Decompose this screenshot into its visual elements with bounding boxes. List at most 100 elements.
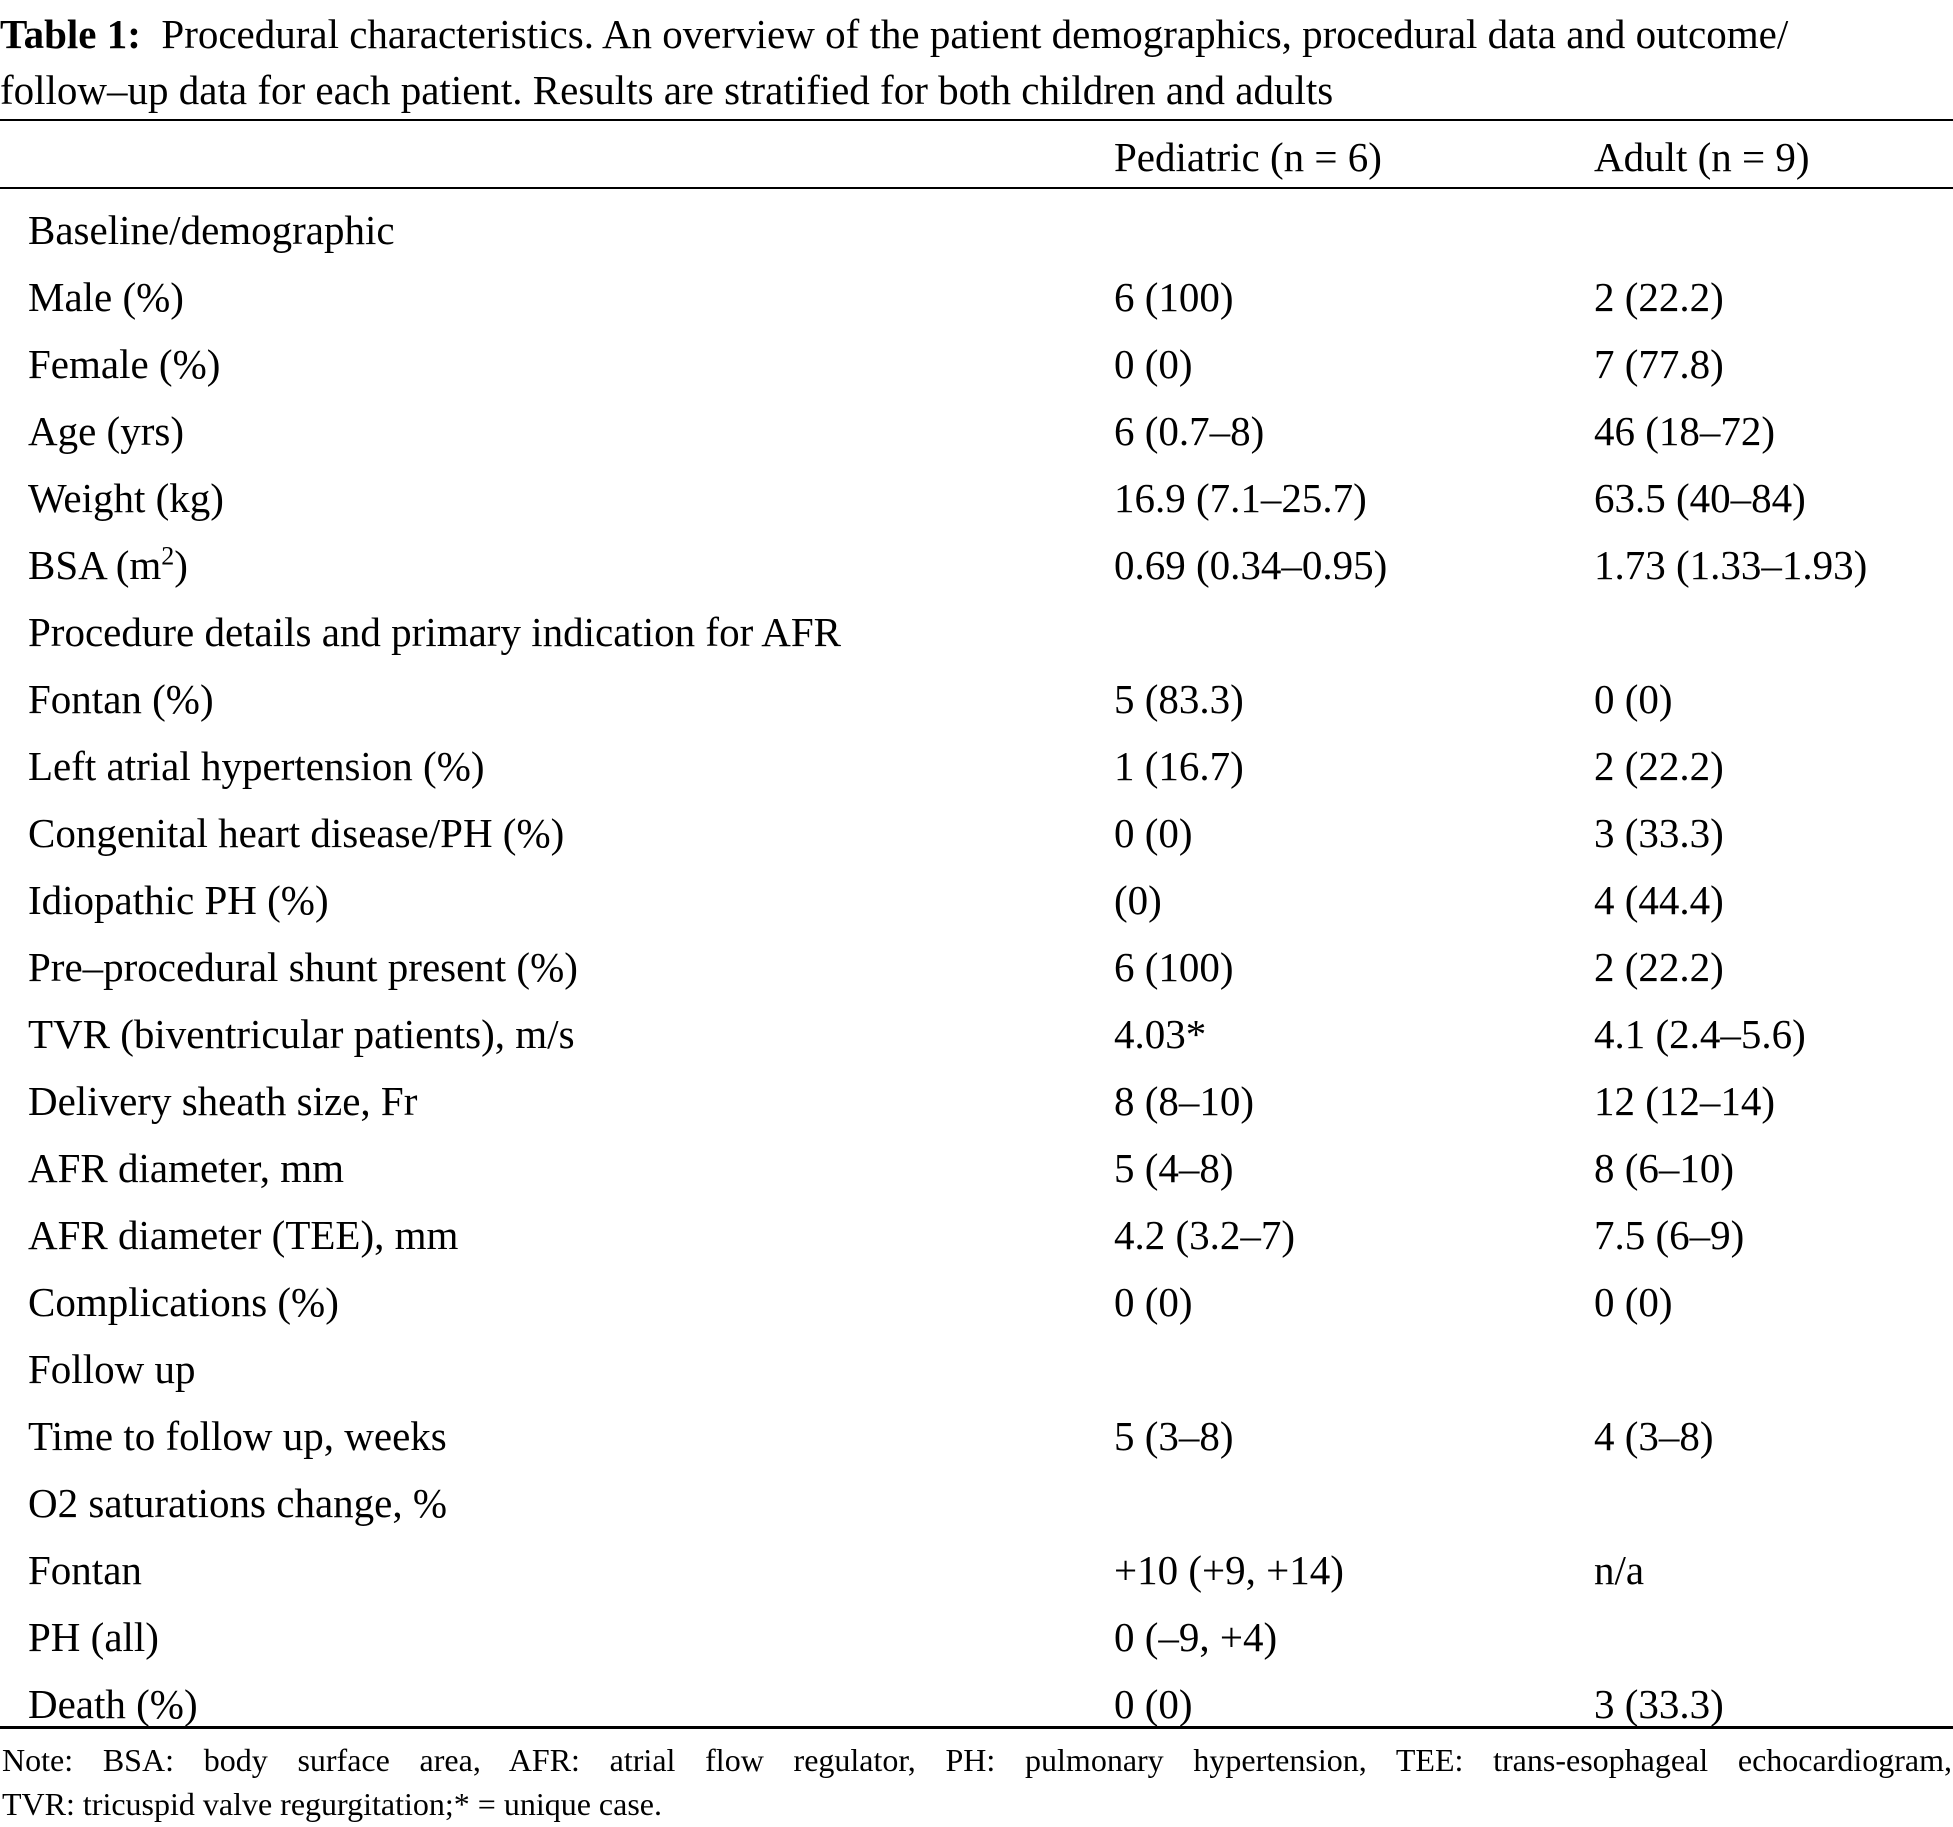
table-row: Fontan (%) 5 (83.3) 0 (0) — [0, 666, 1953, 733]
row-label-text: Complications (%) — [28, 1279, 339, 1325]
caption-line-2: follow–up data for each patient. Results… — [0, 67, 1334, 113]
row-label: AFR diameter, mm — [28, 1135, 344, 1202]
caption-spacer — [141, 11, 162, 57]
row-label: Female (%) — [28, 331, 220, 398]
table-row: O2 saturations change, % — [0, 1470, 1953, 1537]
row-label-text: Left atrial hypertension (%) — [28, 743, 485, 789]
table-note: Note: BSA: body surface area, AFR: atria… — [2, 1738, 1952, 1826]
cell-pediatric: 0 (0) — [1114, 810, 1193, 856]
table-row: TVR (biventricular patients), m/s 4.03* 4.… — [0, 1001, 1953, 1068]
table-row: Baseline/demographic — [0, 197, 1953, 264]
cell-adult: 0 (0) — [1594, 1279, 1673, 1325]
row-label-text: Fontan (%) — [28, 676, 214, 722]
row-label-text: O2 saturations change, % — [28, 1480, 447, 1526]
row-label-text: Congenital heart disease/PH (%) — [28, 810, 565, 856]
cell-adult: 7.5 (6–9) — [1594, 1212, 1745, 1258]
column-header-pediatric: Pediatric (n = 6) — [1114, 134, 1382, 180]
cell-pediatric: +10 (+9, +14) — [1114, 1547, 1344, 1593]
row-label: Fontan (%) — [28, 666, 214, 733]
table-caption: Table 1: Procedural characteristics. An … — [0, 6, 1953, 118]
row-label-text: Age (yrs) — [28, 408, 184, 454]
column-header-adult: Adult (n = 9) — [1594, 134, 1810, 180]
row-label-superscript: 2 — [161, 541, 175, 571]
table-row: Idiopathic PH (%) (0) 4 (44.4) — [0, 867, 1953, 934]
cell-adult: 7 (77.8) — [1594, 341, 1724, 387]
table-row: Age (yrs) 6 (0.7–8) 46 (18–72) — [0, 398, 1953, 465]
row-label: BSA (m2) — [28, 532, 188, 599]
row-label-text: TVR (biventricular patients), m/s — [28, 1011, 575, 1057]
row-label: Delivery sheath size, Fr — [28, 1068, 417, 1135]
row-label: TVR (biventricular patients), m/s — [28, 1001, 575, 1068]
cell-pediatric: 5 (3–8) — [1114, 1413, 1234, 1459]
row-label-text: Fontan — [28, 1547, 142, 1593]
table-row: Follow up — [0, 1336, 1953, 1403]
row-label-text: AFR diameter (TEE), mm — [28, 1212, 459, 1258]
table-row: PH (all) 0 (–9, +4) — [0, 1604, 1953, 1671]
row-label-text: AFR diameter, mm — [28, 1145, 345, 1191]
cell-adult: 4 (44.4) — [1594, 877, 1724, 923]
row-label-text: Follow up — [28, 1346, 196, 1392]
row-label: Procedure details and primary indication… — [28, 599, 841, 666]
cell-pediatric: 0 (0) — [1114, 341, 1193, 387]
cell-adult: 2 (22.2) — [1594, 743, 1724, 789]
row-label: Male (%) — [28, 264, 184, 331]
table-row: Female (%) 0 (0) 7 (77.8) — [0, 331, 1953, 398]
table-row: Time to follow up, weeks 5 (3–8) 4 (3–8) — [0, 1403, 1953, 1470]
row-label-suffix: ) — [174, 542, 188, 588]
row-label: AFR diameter (TEE), mm — [28, 1202, 458, 1269]
cell-pediatric: 4.03* — [1114, 1011, 1207, 1057]
cell-pediatric: 16.9 (7.1–25.7) — [1114, 475, 1367, 521]
cell-adult: 2 (22.2) — [1594, 944, 1724, 990]
table-row: BSA (m2) 0.69 (0.34–0.95) 1.73 (1.33–1.93) — [0, 532, 1953, 599]
cell-pediatric: 5 (83.3) — [1114, 676, 1244, 722]
row-label: Follow up — [28, 1336, 195, 1403]
cell-adult: 12 (12–14) — [1594, 1078, 1776, 1124]
cell-adult: n/a — [1594, 1547, 1645, 1593]
table-row: Complications (%) 0 (0) 0 (0) — [0, 1269, 1953, 1336]
row-label-text: Time to follow up, weeks — [28, 1413, 447, 1459]
cell-pediatric: 0 (–9, +4) — [1114, 1614, 1278, 1660]
table-row: Weight (kg) 16.9 (7.1–25.7) 63.5 (40–84) — [0, 465, 1953, 532]
cell-pediatric: 6 (0.7–8) — [1114, 408, 1265, 454]
table-row: Death (%) 0 (0) 3 (33.3) — [0, 1671, 1953, 1738]
row-label: Weight (kg) — [28, 465, 224, 532]
table-header-rule — [0, 187, 1953, 189]
row-label-text: Female (%) — [28, 341, 221, 387]
cell-pediatric: 1 (16.7) — [1114, 743, 1244, 789]
row-label: Age (yrs) — [28, 398, 184, 465]
row-label: Left atrial hypertension (%) — [28, 733, 485, 800]
row-label: Death (%) — [28, 1671, 198, 1738]
cell-adult: 3 (33.3) — [1594, 1681, 1724, 1727]
note-line-2: TVR: tricuspid valve regurgitation;* = u… — [2, 1786, 662, 1822]
table-row: Procedure details and primary indication… — [0, 599, 1953, 666]
row-label: Complications (%) — [28, 1269, 339, 1336]
row-label: Pre–procedural shunt present (%) — [28, 934, 578, 1001]
table-row: Pre–procedural shunt present (%) 6 (100) 2… — [0, 934, 1953, 1001]
cell-adult: 1.73 (1.33–1.93) — [1594, 542, 1868, 588]
cell-adult: 0 (0) — [1594, 676, 1673, 722]
cell-adult: 8 (6–10) — [1594, 1145, 1735, 1191]
row-label-text: Delivery sheath size, Fr — [28, 1078, 418, 1124]
caption-label: Table 1: — [0, 11, 141, 57]
caption-text-1: Procedural characteristics. An overview … — [161, 11, 1789, 57]
cell-pediatric: 6 (100) — [1114, 274, 1234, 320]
table-row: Delivery sheath size, Fr 8 (8–10) 12 (12–1… — [0, 1068, 1953, 1135]
cell-pediatric: (0) — [1114, 877, 1162, 923]
row-label: Baseline/demographic — [28, 197, 395, 264]
row-label-text: Idiopathic PH (%) — [28, 877, 329, 923]
table-body: Baseline/demographic Male (%) 6 (100) 2 (22… — [0, 197, 1953, 1738]
row-label-text: Pre–procedural shunt present (%) — [28, 944, 578, 990]
table-row: Fontan +10 (+9, +14) n/a — [0, 1537, 1953, 1604]
cell-adult: 46 (18–72) — [1594, 408, 1776, 454]
table-row: Left atrial hypertension (%) 1 (16.7) 2 (2… — [0, 733, 1953, 800]
note-line-1: Note: BSA: body surface area, AFR: atria… — [2, 1742, 1952, 1778]
row-label: PH (all) — [28, 1604, 159, 1671]
table-bottom-rule — [0, 1726, 1953, 1729]
cell-adult: 4 (3–8) — [1594, 1413, 1714, 1459]
cell-adult: 63.5 (40–84) — [1594, 475, 1806, 521]
table-row: AFR diameter (TEE), mm 4.2 (3.2–7) 7.5 (6–… — [0, 1202, 1953, 1269]
row-label-text: Death (%) — [28, 1681, 198, 1727]
cell-pediatric: 6 (100) — [1114, 944, 1234, 990]
cell-pediatric: 8 (8–10) — [1114, 1078, 1255, 1124]
row-label: Congenital heart disease/PH (%) — [28, 800, 564, 867]
